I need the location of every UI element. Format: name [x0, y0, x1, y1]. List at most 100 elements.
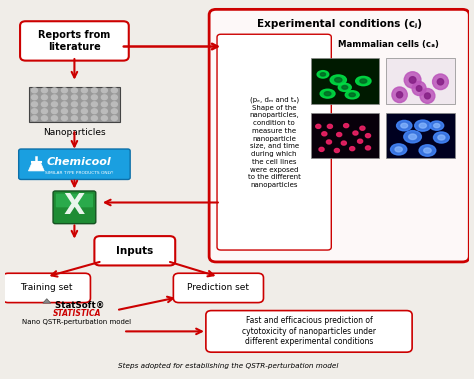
Ellipse shape: [404, 131, 421, 143]
Text: Prediction set: Prediction set: [187, 283, 249, 293]
Circle shape: [91, 102, 98, 106]
Text: Training set: Training set: [20, 283, 73, 293]
Ellipse shape: [430, 121, 444, 130]
Ellipse shape: [320, 89, 335, 98]
FancyBboxPatch shape: [206, 310, 412, 352]
Text: Nano QSTR-perturbation model: Nano QSTR-perturbation model: [22, 319, 131, 325]
Circle shape: [82, 109, 87, 114]
Circle shape: [111, 102, 118, 106]
Ellipse shape: [397, 92, 402, 98]
Circle shape: [62, 116, 67, 121]
Text: Fast and efficacious prediction of
cytotoxicity of nanoparticles under
different: Fast and efficacious prediction of cytot…: [242, 316, 376, 346]
Ellipse shape: [425, 93, 430, 99]
Circle shape: [62, 95, 67, 100]
Circle shape: [51, 109, 57, 114]
FancyBboxPatch shape: [29, 87, 120, 122]
Circle shape: [341, 141, 346, 145]
Circle shape: [41, 116, 47, 121]
Circle shape: [72, 116, 77, 121]
Ellipse shape: [317, 70, 329, 78]
FancyBboxPatch shape: [311, 113, 379, 158]
Text: Inputs: Inputs: [116, 246, 154, 256]
Ellipse shape: [416, 86, 422, 91]
Circle shape: [91, 109, 98, 114]
Circle shape: [51, 116, 57, 121]
Text: STATISTICA: STATISTICA: [53, 309, 101, 318]
Ellipse shape: [415, 120, 431, 131]
Circle shape: [31, 88, 37, 93]
Ellipse shape: [409, 134, 417, 139]
Circle shape: [334, 149, 339, 152]
Circle shape: [365, 146, 371, 150]
Circle shape: [111, 88, 118, 93]
Ellipse shape: [345, 91, 359, 99]
Ellipse shape: [419, 145, 436, 156]
Text: (pₑ, dₘ and tₐ)
Shape of the
nanoparticles,
condition to
measure the
nanoparticl: (pₑ, dₘ and tₐ) Shape of the nanoparticl…: [248, 96, 301, 188]
Circle shape: [319, 147, 324, 152]
Circle shape: [72, 88, 77, 93]
Ellipse shape: [397, 121, 412, 131]
Circle shape: [72, 102, 77, 106]
Circle shape: [111, 116, 118, 121]
Circle shape: [328, 124, 332, 128]
Ellipse shape: [419, 123, 427, 128]
Ellipse shape: [360, 79, 367, 83]
Circle shape: [350, 147, 355, 151]
Polygon shape: [28, 162, 44, 171]
Text: X: X: [64, 192, 85, 220]
FancyBboxPatch shape: [217, 34, 331, 250]
FancyBboxPatch shape: [18, 149, 130, 180]
Circle shape: [357, 139, 363, 143]
Circle shape: [344, 124, 349, 128]
Circle shape: [101, 88, 108, 93]
Circle shape: [327, 140, 331, 144]
Ellipse shape: [391, 144, 407, 155]
FancyBboxPatch shape: [56, 194, 93, 207]
Ellipse shape: [395, 147, 402, 152]
Ellipse shape: [330, 75, 346, 85]
Ellipse shape: [349, 93, 356, 97]
Circle shape: [360, 126, 365, 130]
FancyBboxPatch shape: [386, 113, 456, 158]
Circle shape: [31, 102, 37, 106]
Circle shape: [101, 109, 108, 114]
Ellipse shape: [356, 77, 371, 86]
Circle shape: [111, 95, 118, 100]
Text: Reports from
literature: Reports from literature: [38, 30, 110, 52]
Circle shape: [101, 95, 108, 100]
Ellipse shape: [424, 148, 431, 153]
Circle shape: [41, 102, 47, 106]
Circle shape: [111, 109, 118, 114]
Text: Chemicool: Chemicool: [46, 157, 111, 168]
FancyBboxPatch shape: [3, 273, 91, 302]
Text: Nanoparticles: Nanoparticles: [43, 128, 106, 137]
Ellipse shape: [320, 73, 326, 76]
Circle shape: [51, 95, 57, 100]
Circle shape: [91, 95, 98, 100]
Circle shape: [91, 88, 98, 93]
Text: Mammalian cells (cₐ): Mammalian cells (cₐ): [337, 40, 438, 49]
FancyBboxPatch shape: [173, 273, 264, 302]
Ellipse shape: [342, 86, 348, 89]
Text: StatSoft®: StatSoft®: [49, 301, 104, 310]
Circle shape: [51, 102, 57, 106]
Text: Steps adopted for establishing the QSTR-perturbation model: Steps adopted for establishing the QSTR-…: [118, 363, 338, 369]
Ellipse shape: [434, 124, 440, 128]
FancyBboxPatch shape: [20, 21, 129, 61]
Circle shape: [82, 102, 87, 106]
Ellipse shape: [409, 77, 416, 83]
Ellipse shape: [420, 88, 435, 103]
Ellipse shape: [433, 74, 448, 89]
FancyBboxPatch shape: [53, 191, 96, 224]
FancyBboxPatch shape: [209, 9, 469, 262]
Ellipse shape: [438, 79, 444, 85]
Circle shape: [41, 88, 47, 93]
Circle shape: [62, 88, 67, 93]
Polygon shape: [43, 299, 51, 303]
Circle shape: [31, 95, 37, 100]
Circle shape: [62, 109, 67, 114]
Circle shape: [82, 95, 87, 100]
Text: SIMILAR TYPE PRODUCTS ONLY!: SIMILAR TYPE PRODUCTS ONLY!: [45, 171, 113, 175]
Circle shape: [101, 116, 108, 121]
Circle shape: [82, 88, 87, 93]
